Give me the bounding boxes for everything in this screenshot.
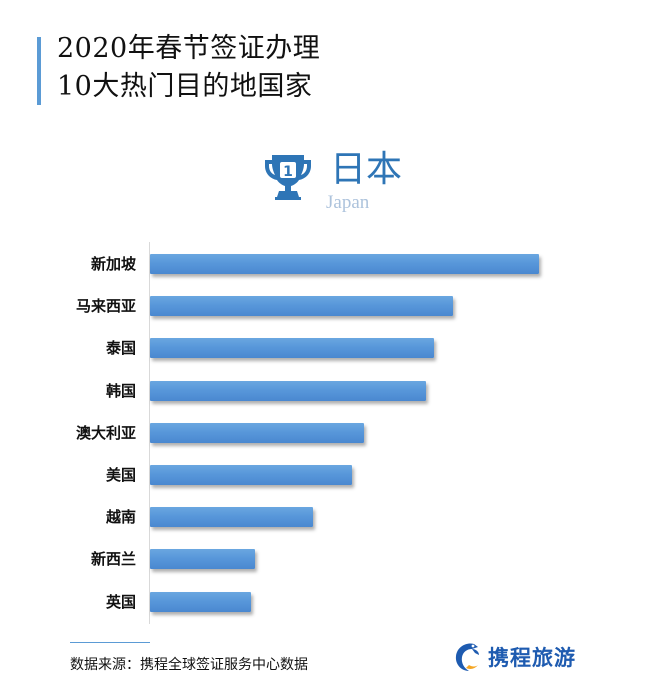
category-label: 美国 [105, 466, 136, 484]
bar-row: 新加坡 [0, 243, 658, 285]
highlight-country-en: Japan [326, 192, 370, 213]
category-label: 新加坡 [90, 255, 136, 273]
data-source-note: 数据来源：携程全球签证服务中心数据 [70, 657, 308, 673]
title-accent-bar [37, 37, 41, 105]
category-label: 泰国 [105, 339, 136, 358]
footer-divider [70, 642, 150, 643]
category-label: 韩国 [105, 381, 136, 400]
trophy-rank-1-icon: 1 [263, 152, 313, 202]
highlight-country-cn: 日本 [330, 149, 403, 190]
bar-row: 泰国 [0, 327, 658, 369]
category-label: 澳大利亚 [75, 423, 136, 442]
bar [150, 380, 426, 401]
bar [150, 507, 313, 528]
category-label: 越南 [105, 508, 136, 527]
bar-row: 澳大利亚 [0, 412, 658, 454]
bar-row: 英国 [0, 581, 658, 623]
title-line-1: 2020年春节签证办理 [57, 33, 321, 64]
category-label: 马来西亚 [75, 297, 136, 316]
bar-row: 韩国 [0, 370, 658, 412]
bar [150, 338, 434, 359]
bar-row: 美国 [0, 454, 658, 496]
bar [150, 549, 255, 570]
ctrip-logo: 携程旅游 [452, 641, 576, 673]
ctrip-dolphin-logo-icon [455, 643, 479, 671]
bar-row: 越南 [0, 496, 658, 538]
logo-text: 携程旅游 [488, 646, 576, 670]
bar [150, 254, 539, 274]
page-title: 2020年春节签证办理 10大热门目的地国家 [57, 30, 320, 106]
category-label: 英国 [105, 592, 136, 611]
category-axis-line [149, 242, 150, 624]
bar [150, 465, 352, 485]
bar [150, 591, 251, 612]
bar [150, 296, 453, 317]
bar-row: 新西兰 [0, 538, 658, 580]
category-label: 新西兰 [90, 550, 136, 569]
title-line-2: 10大热门目的地国家 [57, 71, 313, 102]
svg-text:1: 1 [283, 164, 293, 180]
bar [150, 422, 364, 443]
bar-row: 马来西亚 [0, 285, 658, 327]
